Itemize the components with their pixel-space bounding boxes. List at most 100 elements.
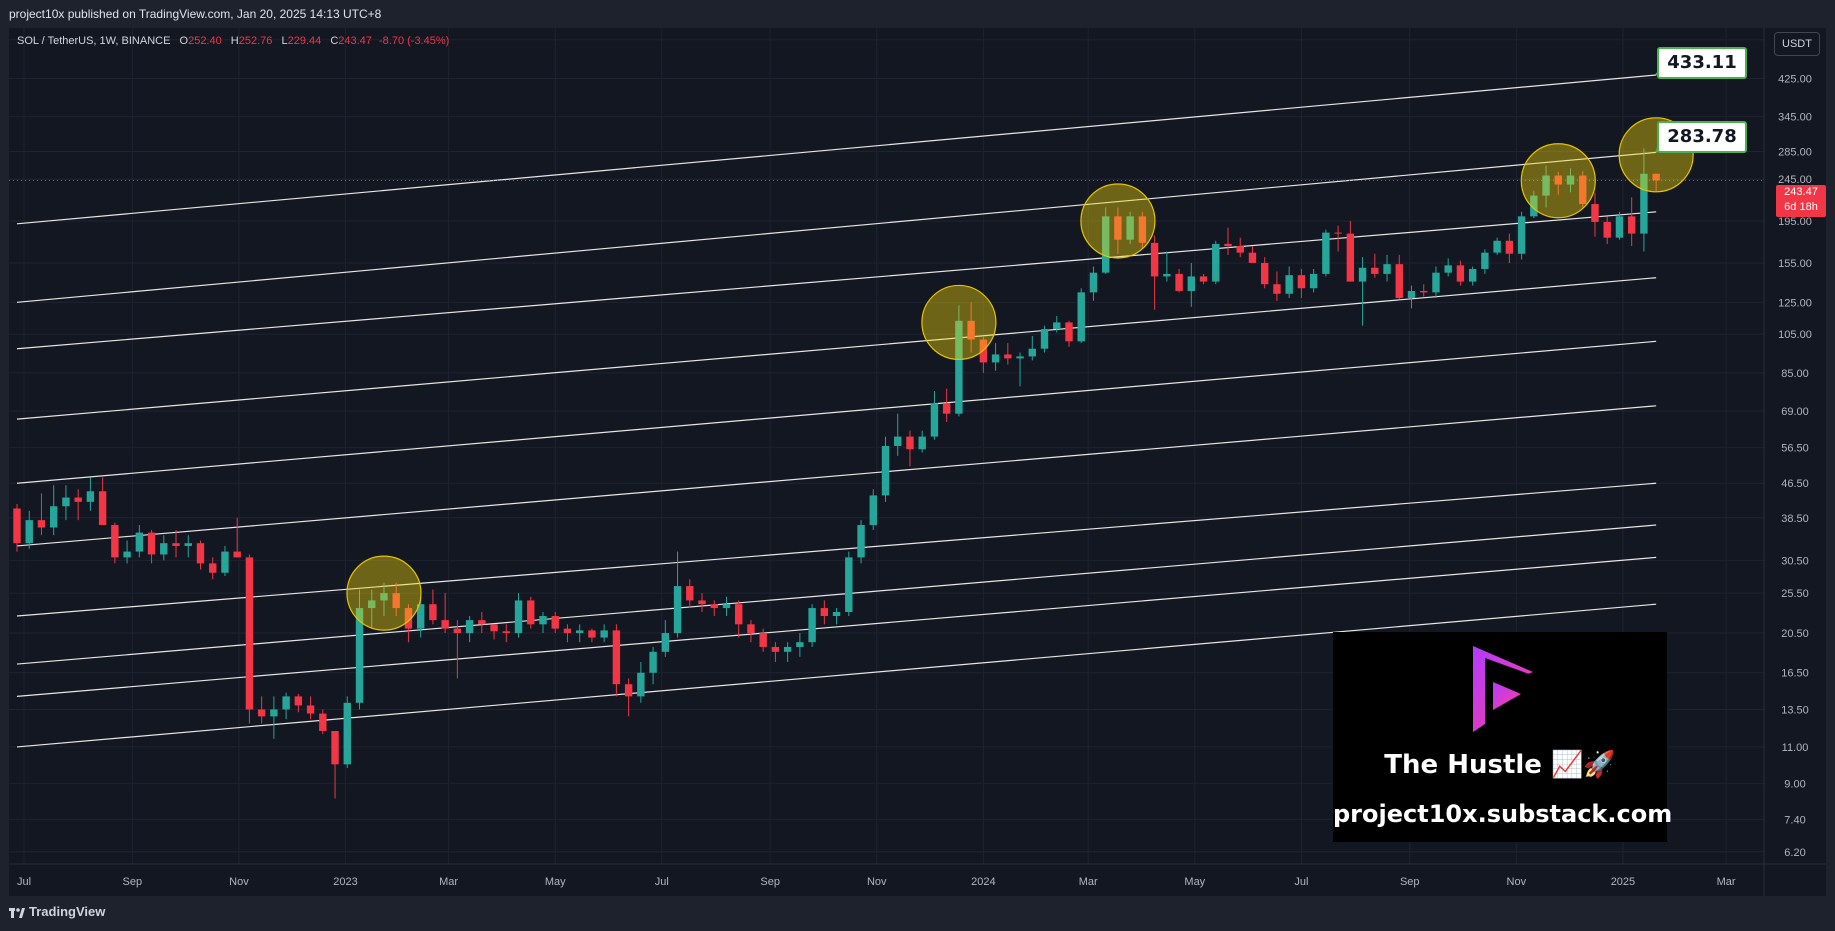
candle-body xyxy=(918,436,926,450)
candle xyxy=(1199,273,1208,285)
tradingview-brand: TradingView xyxy=(29,904,106,919)
candle xyxy=(1395,254,1403,300)
candle-body xyxy=(1371,267,1379,274)
candle xyxy=(600,624,608,643)
candle-body xyxy=(1456,265,1465,282)
candle xyxy=(135,525,144,558)
candle-body xyxy=(74,497,82,502)
candle-body xyxy=(453,628,462,634)
highlight-circle xyxy=(921,284,997,361)
x-tick-label: Nov xyxy=(229,876,249,888)
candle-body xyxy=(955,320,963,414)
x-tick-label: Jul xyxy=(17,876,31,888)
candle xyxy=(1554,171,1562,195)
chart-pane[interactable]: 6.20 7.40 9.00 11.00 13.50 16.50 20.50 25.50 30.… xyxy=(9,28,1826,896)
y-tick-label: 30.50 xyxy=(1781,555,1809,567)
high-value: 252.76 xyxy=(238,35,273,47)
candle-body xyxy=(1150,242,1159,277)
y-axis-labels: 6.20 7.40 9.00 11.00 13.50 16.50 20.50 25.50 30.… xyxy=(1778,35,1812,859)
candle xyxy=(282,692,290,720)
candle xyxy=(25,510,33,549)
candle xyxy=(1224,227,1232,255)
candle-body xyxy=(196,543,205,564)
candle-body xyxy=(551,616,559,629)
candle xyxy=(1016,352,1024,387)
candle xyxy=(294,693,303,713)
candle xyxy=(343,696,351,769)
low-value: 229.44 xyxy=(287,35,322,47)
candle xyxy=(1297,268,1306,298)
candle xyxy=(624,678,633,717)
candle xyxy=(478,611,486,634)
candles xyxy=(13,148,1660,799)
x-tick-label: 2024 xyxy=(971,876,995,888)
y-tick-label: 20.50 xyxy=(1781,628,1809,640)
candle-body xyxy=(233,551,241,558)
candle xyxy=(209,557,217,580)
candle-body xyxy=(1444,265,1452,273)
candle xyxy=(759,628,767,652)
candle xyxy=(514,593,523,638)
candle-body xyxy=(563,628,572,634)
currency-unit-button[interactable]: USDT xyxy=(1774,32,1820,56)
candle-body xyxy=(1248,252,1257,263)
candle-body xyxy=(1028,348,1036,357)
candle-body xyxy=(1309,273,1318,289)
candle-body xyxy=(1053,322,1061,330)
candle xyxy=(1236,237,1244,258)
candle xyxy=(1505,233,1514,263)
candle-body xyxy=(820,608,829,617)
candle-body xyxy=(62,497,70,507)
candle-body xyxy=(759,633,767,647)
candle xyxy=(184,535,192,558)
candle xyxy=(123,540,131,564)
promo-title: The Hustle 📈🚀 xyxy=(1384,750,1616,780)
candle-body xyxy=(1175,273,1183,291)
candle xyxy=(906,430,914,467)
candle xyxy=(429,589,437,625)
candle-body xyxy=(1579,175,1587,204)
candle xyxy=(257,696,266,724)
candle-body xyxy=(1615,216,1624,238)
y-tick-label: 9.00 xyxy=(1784,779,1805,791)
candle-body xyxy=(1554,175,1562,185)
candle xyxy=(1566,168,1575,193)
candle xyxy=(1077,288,1085,344)
candle-body xyxy=(1224,243,1232,247)
tradingview-logo-icon xyxy=(9,907,25,918)
publish-header: project10x published on TradingView.com,… xyxy=(0,0,1835,28)
candle-body xyxy=(465,620,474,634)
candle-body xyxy=(209,563,217,573)
candle xyxy=(881,436,890,502)
candle-body xyxy=(294,696,303,706)
candle xyxy=(502,624,510,643)
candle-body xyxy=(612,630,621,685)
candle xyxy=(942,388,951,422)
channel-line xyxy=(16,405,1657,547)
candle-body xyxy=(1420,290,1428,293)
candle xyxy=(380,582,388,617)
candle xyxy=(306,696,315,720)
candle xyxy=(196,540,205,570)
candle xyxy=(563,624,572,643)
candle xyxy=(465,616,474,643)
y-tick-label: 7.40 xyxy=(1784,814,1805,826)
y-tick-label: 195.00 xyxy=(1778,216,1812,228)
close-label: C xyxy=(330,35,339,47)
candle xyxy=(612,624,621,697)
promo-url: project10x.substack.com xyxy=(1333,800,1673,828)
candle-body xyxy=(1395,264,1403,298)
candle-body xyxy=(441,620,449,629)
candle-body xyxy=(1114,216,1122,240)
candle xyxy=(1603,216,1611,244)
y-tick-label: 38.50 xyxy=(1781,513,1809,525)
candle xyxy=(955,305,963,417)
target-label-upper: 433.11 xyxy=(1657,47,1747,79)
candle xyxy=(551,611,559,634)
candle xyxy=(1371,253,1379,278)
x-tick-label: Sep xyxy=(760,876,780,888)
candle-body xyxy=(1261,262,1269,285)
y-tick-label: 125.00 xyxy=(1778,297,1812,309)
tradingview-footer[interactable]: TradingView xyxy=(9,904,105,919)
candle-body xyxy=(245,557,254,710)
